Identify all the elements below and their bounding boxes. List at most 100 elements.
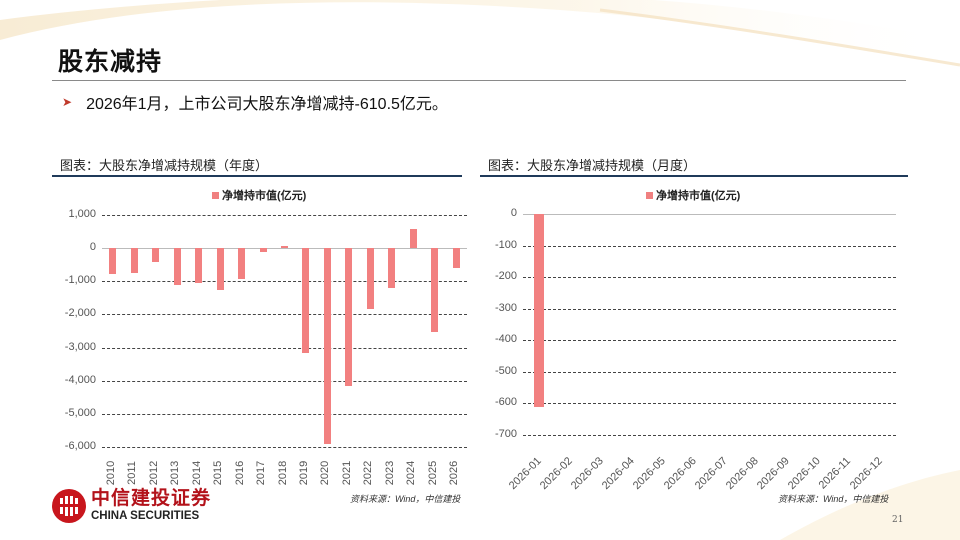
- bar-2012: [152, 248, 160, 263]
- x-tick-label: 2021: [341, 460, 354, 486]
- x-tick-label: 2019: [298, 460, 311, 486]
- bar-2013: [173, 248, 181, 286]
- y-tick-label: -200: [494, 270, 517, 283]
- x-tick-label: 2024: [405, 460, 418, 486]
- gridline: [102, 347, 467, 349]
- x-tick-label: 2026-10: [786, 455, 824, 493]
- gridline: [523, 435, 896, 436]
- x-tick-label: 2026-08: [723, 455, 761, 493]
- x-tick-label: 2022: [362, 460, 375, 486]
- monthly-chart-legend: 净增持市值(亿元): [646, 187, 740, 203]
- legend-swatch: [646, 191, 653, 199]
- x-tick-label: 2020: [319, 460, 332, 486]
- x-tick-label: 2026: [448, 460, 461, 486]
- bar-2010: [109, 248, 117, 274]
- monthly-chart-title: 图表：大股东净增减持规模（月度）: [488, 159, 697, 174]
- x-tick-label: 2026-06: [661, 455, 699, 493]
- bar-2014: [195, 248, 203, 283]
- summary-bullet: ➤ 2026年1月，上市公司大股东净增减持-610.5亿元。: [62, 90, 448, 114]
- x-tick-label: 2023: [384, 460, 397, 486]
- y-tick-label: -2,000: [64, 307, 96, 320]
- x-tick-label: 2018: [276, 460, 289, 486]
- x-tick-label: 2026-01: [506, 455, 544, 493]
- bar-2022: [366, 248, 374, 309]
- y-tick-label: 1,000: [68, 208, 96, 220]
- bar-2016: [238, 248, 246, 279]
- y-tick-label: 0: [89, 241, 96, 254]
- legend-swatch: [212, 191, 219, 199]
- y-tick-label: -5,000: [64, 406, 96, 419]
- title-divider: [52, 80, 906, 81]
- gridline: [523, 403, 896, 405]
- bar-2015: [216, 248, 224, 290]
- page-number: 21: [892, 515, 904, 525]
- citic-logo-icon: [52, 489, 86, 523]
- zero-axis: [102, 248, 467, 250]
- x-tick-label: 2013: [169, 460, 182, 486]
- y-tick-label: -6,000: [64, 440, 96, 452]
- bar-2018: [281, 245, 288, 249]
- y-tick-label: -300: [494, 301, 517, 314]
- annual-chart-rule: [52, 175, 462, 177]
- annual-chart-legend: 净增持市值(亿元): [212, 187, 306, 203]
- legend-label: 净增持市值(亿元): [222, 190, 307, 202]
- x-tick-label: 2016: [233, 460, 246, 486]
- y-tick-label: -600: [494, 396, 517, 409]
- y-tick-label: -3,000: [64, 340, 96, 353]
- gridline: [102, 447, 467, 448]
- brand-name-en: CHINA SECURITIES: [91, 510, 200, 523]
- bar-2026-01: [533, 214, 544, 407]
- x-tick-label: 2026-04: [599, 455, 637, 493]
- x-tick-label: 2026-09: [755, 455, 793, 493]
- x-tick-label: 2025: [427, 460, 440, 486]
- x-tick-label: 2026-12: [848, 455, 886, 493]
- company-logo: 中信建投证券 CHINA SECURITIES: [52, 489, 211, 523]
- gridline: [523, 371, 896, 373]
- y-tick-label: -500: [494, 364, 517, 377]
- legend-label: 净增持市值(亿元): [656, 190, 741, 202]
- bar-2023: [388, 248, 396, 288]
- y-tick-label: 0: [510, 207, 517, 219]
- y-tick-label: -400: [494, 333, 517, 346]
- x-tick-label: 2010: [104, 460, 117, 486]
- summary-text: 2026年1月，上市公司大股东净增减持-610.5亿元。: [86, 96, 448, 113]
- x-tick-label: 2012: [147, 460, 160, 486]
- x-tick-label: 2017: [255, 460, 268, 486]
- gridline: [102, 380, 467, 382]
- gridline: [102, 413, 467, 415]
- y-tick-label: -1,000: [64, 274, 96, 287]
- y-tick-label: -700: [494, 428, 517, 440]
- zero-axis: [523, 214, 896, 215]
- x-tick-label: 2014: [190, 460, 203, 486]
- x-tick-label: 2026-11: [816, 455, 854, 492]
- gridline: [523, 340, 896, 342]
- x-tick-label: 2015: [212, 460, 225, 486]
- x-tick-label: 2026-05: [630, 455, 668, 493]
- x-tick-label: 2026-03: [568, 455, 606, 493]
- gridline: [523, 277, 896, 279]
- bar-2024: [409, 228, 417, 249]
- gridline: [102, 281, 467, 283]
- annual-chart-source: 资料来源：Wind，中信建投: [350, 494, 461, 504]
- x-tick-label: 2011: [126, 461, 139, 485]
- brand-name-cn: 中信建投证券: [91, 487, 212, 510]
- x-tick-label: 2026-02: [537, 455, 575, 493]
- bar-2011: [130, 248, 138, 274]
- bar-2019: [302, 248, 310, 353]
- bar-2026: [452, 248, 460, 269]
- bar-2021: [345, 248, 353, 386]
- bullet-arrow-icon: ➤: [62, 95, 73, 109]
- gridline: [102, 215, 467, 216]
- annual-chart-title: 图表：大股东净增减持规模（年度）: [60, 159, 269, 174]
- bar-2017: [259, 248, 267, 253]
- slide-title: 股东减持: [58, 48, 163, 76]
- bar-2020: [323, 248, 331, 444]
- gridline: [523, 245, 896, 247]
- gridline: [523, 308, 896, 310]
- x-tick-label: 2026-07: [692, 455, 730, 493]
- monthly-chart-source: 资料来源：Wind，中信建投: [778, 494, 889, 504]
- bar-2025: [431, 248, 439, 333]
- monthly-chart-rule: [480, 175, 908, 177]
- y-tick-label: -100: [494, 238, 517, 251]
- gridline: [102, 314, 467, 316]
